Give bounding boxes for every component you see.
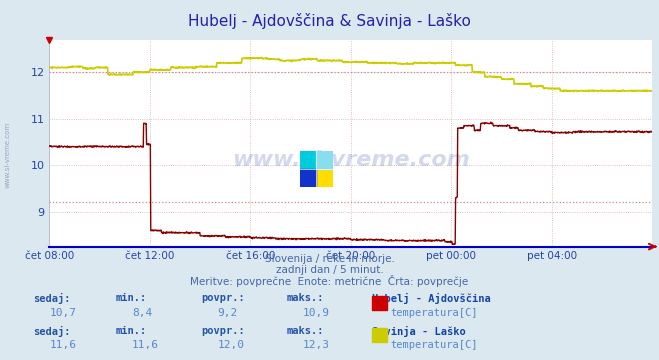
Text: 10,7: 10,7	[49, 308, 76, 318]
Text: povpr.:: povpr.:	[201, 326, 244, 336]
Text: Hubelj - Ajdovščina: Hubelj - Ajdovščina	[372, 293, 491, 305]
Text: www.si-vreme.com: www.si-vreme.com	[5, 122, 11, 188]
Text: zadnji dan / 5 minut.: zadnji dan / 5 minut.	[275, 265, 384, 275]
Text: temperatura[C]: temperatura[C]	[391, 308, 478, 318]
Text: 10,9: 10,9	[303, 308, 330, 318]
Text: 11,6: 11,6	[132, 340, 159, 350]
Text: Meritve: povprečne  Enote: metrične  Črta: povprečje: Meritve: povprečne Enote: metrične Črta:…	[190, 275, 469, 287]
Text: 12,0: 12,0	[217, 340, 244, 350]
Text: Hubelj - Ajdovščina & Savinja - Laško: Hubelj - Ajdovščina & Savinja - Laško	[188, 13, 471, 28]
Text: www.si-vreme.com: www.si-vreme.com	[232, 150, 470, 170]
Text: min.:: min.:	[115, 293, 146, 303]
Text: Slovenija / reke in morje.: Slovenija / reke in morje.	[264, 254, 395, 264]
Text: 9,2: 9,2	[217, 308, 238, 318]
Text: maks.:: maks.:	[287, 293, 324, 303]
Text: 11,6: 11,6	[49, 340, 76, 350]
Text: temperatura[C]: temperatura[C]	[391, 340, 478, 350]
Text: sedaj:: sedaj:	[33, 293, 71, 305]
Text: Savinja - Laško: Savinja - Laško	[372, 326, 466, 337]
Bar	[300, 169, 316, 187]
Text: min.:: min.:	[115, 326, 146, 336]
Bar	[316, 151, 333, 169]
Text: maks.:: maks.:	[287, 326, 324, 336]
Text: povpr.:: povpr.:	[201, 293, 244, 303]
Bar	[316, 169, 333, 187]
Bar	[300, 151, 316, 169]
Text: sedaj:: sedaj:	[33, 326, 71, 337]
Text: 8,4: 8,4	[132, 308, 152, 318]
Text: 12,3: 12,3	[303, 340, 330, 350]
